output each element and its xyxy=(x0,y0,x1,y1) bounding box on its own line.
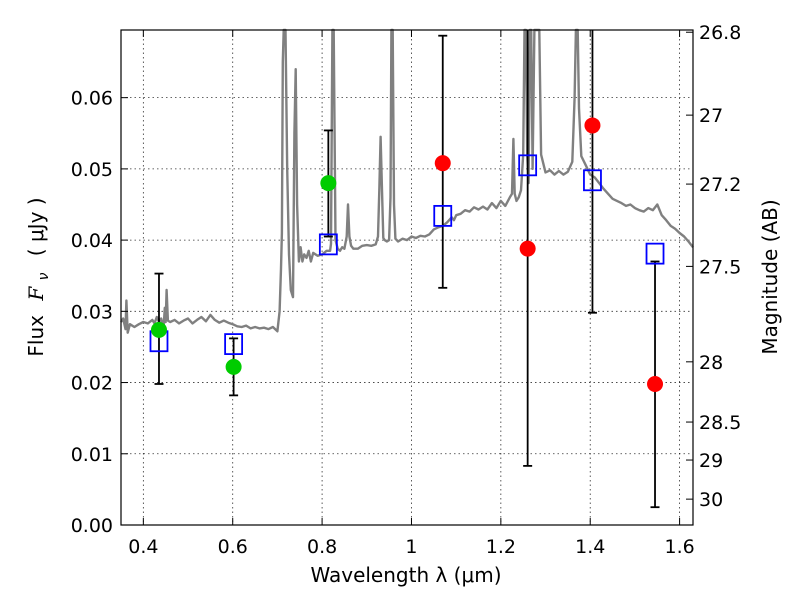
x-tick-labels: 0.4 0.6 0.8 1 1.2 1.4 1.6 xyxy=(128,536,694,558)
observed-flux-point xyxy=(584,117,601,134)
data-points xyxy=(150,117,664,392)
model-flux-box xyxy=(583,169,602,192)
y-tick-label: 0.05 xyxy=(71,159,113,181)
y-tick-label: 0.02 xyxy=(71,373,113,395)
model-flux-box xyxy=(318,233,338,256)
x-tick-label: 0.6 xyxy=(218,536,248,558)
magnitude-tick-label: 28.5 xyxy=(699,412,741,434)
model-flux-box xyxy=(645,242,665,265)
magnitude-tick-label: 28 xyxy=(699,352,723,374)
y-axis-label-prefix: Flux xyxy=(24,315,48,357)
grid-lines xyxy=(121,30,693,526)
observed-flux-point xyxy=(150,321,167,338)
y-tick-labels: 0.00 0.01 0.02 0.03 0.04 0.05 0.06 xyxy=(71,88,113,537)
plot-frame xyxy=(120,29,694,526)
model-flux-box xyxy=(433,204,453,227)
y-axis-label-subscript: ν xyxy=(36,272,52,280)
y-tick-label: 0.01 xyxy=(71,444,113,466)
x-tick-label: 1 xyxy=(405,536,417,558)
observed-flux-point xyxy=(647,375,664,392)
model-spectrum-line xyxy=(119,28,694,334)
magnitude-axis-label: Magnitude (AB) xyxy=(758,199,782,354)
y-tick-label: 0.06 xyxy=(71,88,113,110)
magnitude-tick-label: 26.8 xyxy=(699,22,741,44)
error-bars xyxy=(154,30,660,509)
magnitude-tick-label: 30 xyxy=(699,489,723,511)
magnitude-tick-label: 29 xyxy=(699,450,723,472)
spectrum-layer xyxy=(119,28,694,334)
x-axis-label: Wavelength λ (μm) xyxy=(310,563,501,587)
magnitude-tick-label: 27.2 xyxy=(699,174,741,196)
observed-flux-point xyxy=(434,155,451,172)
y-axis-label-unit: ( μJy ) xyxy=(24,197,48,256)
magnitude-tick-labels: 26.8 27 27.2 27.5 28 28.5 29 30 xyxy=(699,22,741,511)
observed-flux-point xyxy=(225,358,242,375)
y-axis-label: Flux F ν ( μJy ) xyxy=(24,197,53,356)
observed-flux-point xyxy=(519,240,536,257)
x-tick-label: 0.8 xyxy=(307,536,337,558)
magnitude-tick-label: 27 xyxy=(699,105,723,127)
x-tick-label: 0.4 xyxy=(128,536,158,558)
x-tick-label: 1.4 xyxy=(575,536,605,558)
model-flux-box xyxy=(224,333,244,355)
x-tick-label: 1.2 xyxy=(486,536,516,558)
model-flux-box xyxy=(518,154,538,177)
y-tick-label: 0.03 xyxy=(71,301,113,323)
y-axis-label-symbol: F xyxy=(24,286,48,302)
model-boxes xyxy=(149,154,665,355)
y-tick-label: 0.00 xyxy=(71,515,113,537)
x-tick-label: 1.6 xyxy=(664,536,694,558)
magnitude-tick-label: 27.5 xyxy=(699,256,741,278)
observed-flux-point xyxy=(320,175,337,192)
y-tick-label: 0.04 xyxy=(71,230,113,252)
ticks xyxy=(121,30,693,526)
